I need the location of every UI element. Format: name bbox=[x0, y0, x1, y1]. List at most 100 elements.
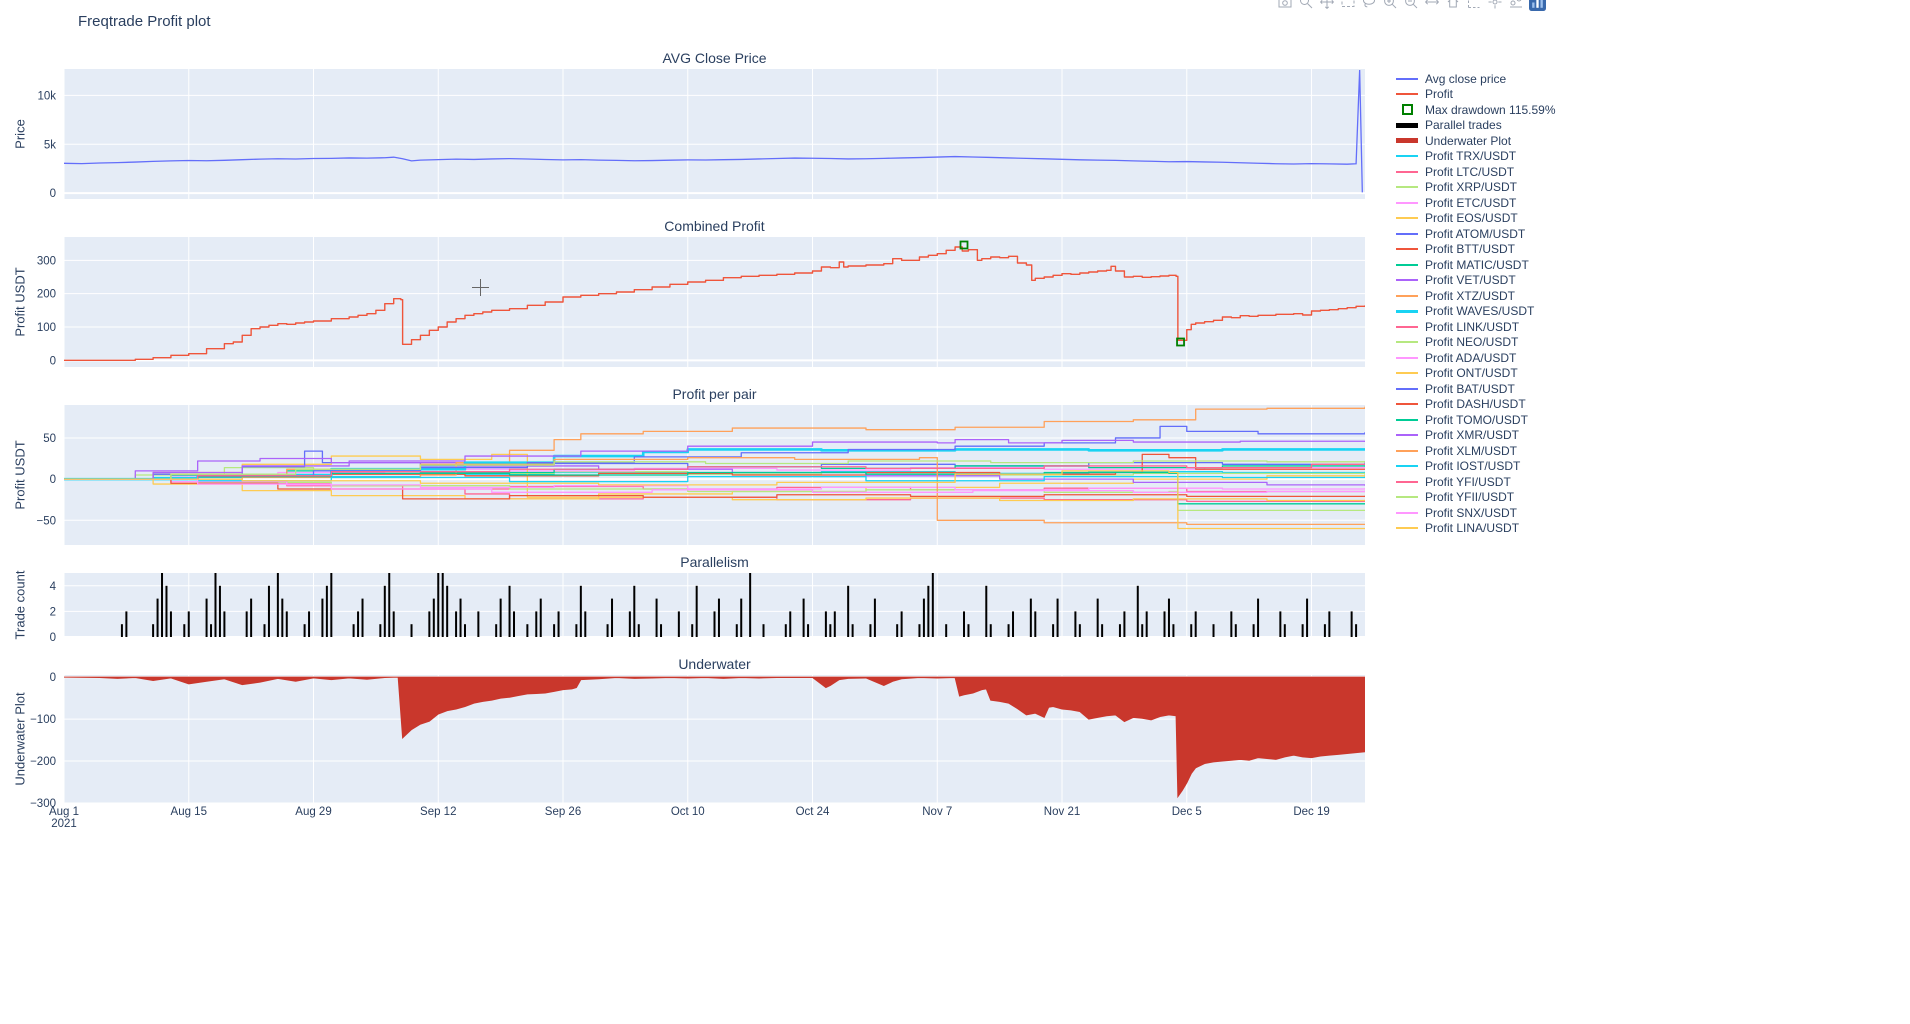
legend-item-profit-bat-usdt[interactable]: Profit BAT/USDT bbox=[1396, 381, 1556, 397]
trade-count-bar bbox=[165, 585, 168, 637]
toggle-spikelines-icon[interactable] bbox=[1465, 0, 1483, 11]
legend-item-profit-tomo-usdt[interactable]: Profit TOMO/USDT bbox=[1396, 412, 1556, 428]
legend-item-profit-dash-usdt[interactable]: Profit DASH/USDT bbox=[1396, 397, 1556, 413]
trade-count-bar bbox=[325, 585, 328, 637]
legend-label: Profit YFI/USDT bbox=[1425, 474, 1511, 489]
zoom-out-icon[interactable] bbox=[1402, 0, 1420, 11]
y-tick-label: 0 bbox=[50, 672, 56, 684]
legend-item-profit-snx-usdt[interactable]: Profit SNX/USDT bbox=[1396, 505, 1556, 521]
zoom-in-icon[interactable] bbox=[1381, 0, 1399, 11]
legend-swatch bbox=[1396, 480, 1418, 483]
legend-swatch bbox=[1396, 217, 1418, 220]
trade-count-bar bbox=[499, 598, 502, 637]
hover-compare-icon[interactable] bbox=[1507, 0, 1525, 11]
legend-item-profit-xrp-usdt[interactable]: Profit XRP/USDT bbox=[1396, 180, 1556, 196]
autoscale-icon[interactable] bbox=[1423, 0, 1441, 11]
trade-count-bar bbox=[361, 598, 364, 637]
trade-count-bar bbox=[205, 598, 208, 637]
legend-label: Avg close price bbox=[1425, 71, 1507, 86]
legend-swatch bbox=[1396, 372, 1418, 375]
legend-item-max-drawdown-115-59[interactable]: Max drawdown 115.59% bbox=[1396, 102, 1556, 118]
trade-count-bar bbox=[1323, 624, 1326, 637]
legend-item-profit-lina-usdt[interactable]: Profit LINA/USDT bbox=[1396, 521, 1556, 537]
trade-count-bar bbox=[677, 611, 680, 637]
trade-count-bar bbox=[833, 611, 836, 637]
trade-count-bar bbox=[210, 624, 213, 637]
trade-count-bar bbox=[824, 611, 827, 637]
trade-count-bar bbox=[784, 624, 787, 637]
legend-item-profit-eos-usdt[interactable]: Profit EOS/USDT bbox=[1396, 211, 1556, 227]
series-underwater-plot bbox=[64, 676, 1365, 799]
trade-count-bar bbox=[432, 598, 435, 637]
legend-item-profit-atom-usdt[interactable]: Profit ATOM/USDT bbox=[1396, 226, 1556, 242]
box-select-icon[interactable] bbox=[1339, 0, 1357, 11]
legend-item-profit-neo-usdt[interactable]: Profit NEO/USDT bbox=[1396, 335, 1556, 351]
legend-item-profit[interactable]: Profit bbox=[1396, 87, 1556, 103]
trade-count-bar bbox=[740, 598, 743, 637]
panel-body-profit-per-pair bbox=[64, 406, 1365, 530]
legend-item-parallel-trades[interactable]: Parallel trades bbox=[1396, 118, 1556, 134]
zoom-icon[interactable] bbox=[1297, 0, 1315, 11]
y-tick-label: −50 bbox=[36, 515, 56, 527]
max-drawdown-marker bbox=[959, 240, 969, 250]
legend-item-profit-iost-usdt[interactable]: Profit IOST/USDT bbox=[1396, 459, 1556, 475]
legend-item-profit-ltc-usdt[interactable]: Profit LTC/USDT bbox=[1396, 164, 1556, 180]
legend-item-profit-etc-usdt[interactable]: Profit ETC/USDT bbox=[1396, 195, 1556, 211]
legend-item-profit-yfi-usdt[interactable]: Profit YFI/USDT bbox=[1396, 474, 1556, 490]
trade-count-bar bbox=[900, 611, 903, 637]
legend-label: Profit ATOM/USDT bbox=[1425, 226, 1526, 241]
legend-label: Profit XTZ/USDT bbox=[1425, 288, 1516, 303]
legend-swatch bbox=[1396, 104, 1418, 116]
legend-item-profit-xtz-usdt[interactable]: Profit XTZ/USDT bbox=[1396, 288, 1556, 304]
page-title: Freqtrade Profit plot bbox=[78, 13, 211, 30]
panel-price[interactable]: 0 5k 10k bbox=[37, 69, 1365, 200]
x-tick-label: Oct 24 bbox=[795, 806, 830, 818]
hover-closest-icon[interactable] bbox=[1486, 0, 1504, 11]
legend-label: Profit IOST/USDT bbox=[1425, 459, 1521, 474]
legend-label: Profit VET/USDT bbox=[1425, 273, 1516, 288]
panel-underwater[interactable]: −300 −200 −100 0 bbox=[30, 672, 1365, 810]
legend-item-profit-waves-usdt[interactable]: Profit WAVES/USDT bbox=[1396, 304, 1556, 320]
trade-count-bar bbox=[851, 624, 854, 637]
legend-item-underwater-plot[interactable]: Underwater Plot bbox=[1396, 133, 1556, 149]
trade-count-bar bbox=[120, 624, 123, 637]
panel-combined-profit[interactable]: 0 100 200 300 bbox=[37, 237, 1365, 367]
legend-item-profit-xmr-usdt[interactable]: Profit XMR/USDT bbox=[1396, 428, 1556, 444]
trade-count-bar bbox=[847, 585, 850, 637]
x-tick-label: Sep 26 bbox=[544, 806, 582, 818]
trade-count-bar bbox=[187, 611, 190, 637]
trade-count-bar bbox=[379, 624, 382, 637]
legend-item-profit-link-usdt[interactable]: Profit LINK/USDT bbox=[1396, 319, 1556, 335]
trade-count-bar bbox=[455, 611, 458, 637]
legend-item-profit-trx-usdt[interactable]: Profit TRX/USDT bbox=[1396, 149, 1556, 165]
legend-item-profit-vet-usdt[interactable]: Profit VET/USDT bbox=[1396, 273, 1556, 289]
legend-item-profit-yfii-usdt[interactable]: Profit YFII/USDT bbox=[1396, 490, 1556, 506]
x-tick-label: Aug 29 bbox=[295, 806, 332, 818]
legend-item-avg-close-price[interactable]: Avg close price bbox=[1396, 71, 1556, 87]
trade-count-bar bbox=[410, 624, 413, 637]
y-tick-label: 2 bbox=[50, 606, 56, 618]
legend-label: Profit MATIC/USDT bbox=[1425, 257, 1529, 272]
pan-icon[interactable] bbox=[1318, 0, 1336, 11]
modebar bbox=[1276, 0, 1546, 11]
trade-count-bar bbox=[1118, 624, 1121, 637]
legend-swatch bbox=[1396, 325, 1418, 328]
legend-label: Profit WAVES/USDT bbox=[1425, 304, 1535, 319]
legend-label: Profit TOMO/USDT bbox=[1425, 412, 1528, 427]
trade-count-bar bbox=[660, 624, 663, 637]
legend-item-profit-ont-usdt[interactable]: Profit ONT/USDT bbox=[1396, 366, 1556, 382]
lasso-icon[interactable] bbox=[1360, 0, 1378, 11]
camera-icon[interactable] bbox=[1276, 0, 1294, 11]
legend-item-profit-matic-usdt[interactable]: Profit MATIC/USDT bbox=[1396, 257, 1556, 273]
panel-profit-per-pair[interactable]: −50 0 50 bbox=[36, 405, 1365, 545]
legend-item-profit-ada-usdt[interactable]: Profit ADA/USDT bbox=[1396, 350, 1556, 366]
x-tick-label: Nov 21 bbox=[1043, 806, 1081, 818]
legend-item-profit-btt-usdt[interactable]: Profit BTT/USDT bbox=[1396, 242, 1556, 258]
trade-count-bar bbox=[762, 624, 765, 637]
legend-item-profit-xlm-usdt[interactable]: Profit XLM/USDT bbox=[1396, 443, 1556, 459]
reset-axes-icon[interactable] bbox=[1444, 0, 1462, 11]
panel-parallelism[interactable]: 0 2 4 bbox=[50, 573, 1365, 644]
trade-count-bar bbox=[927, 585, 930, 637]
plotly-logo[interactable] bbox=[1528, 0, 1546, 11]
